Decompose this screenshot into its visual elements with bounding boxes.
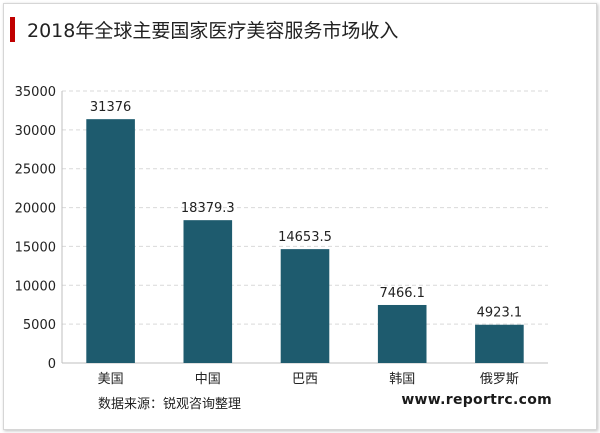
bar-1 [183, 220, 233, 363]
y-tick-label: 25000 [15, 163, 56, 178]
x-tick-label: 中国 [195, 372, 221, 387]
website-url: www.reportrc.com [401, 392, 552, 408]
data-label: 7466.1 [379, 286, 425, 301]
x-tick-label: 巴西 [292, 372, 318, 387]
y-tick-label: 20000 [15, 202, 56, 217]
x-tick-label: 韩国 [389, 372, 415, 387]
data-label: 31376 [90, 100, 131, 115]
data-label: 14653.5 [278, 230, 332, 245]
bar-4 [475, 324, 524, 363]
data-label: 18379.3 [181, 201, 235, 216]
data-label: 4923.1 [477, 306, 523, 321]
y-tick-label: 0 [48, 357, 56, 372]
y-tick-label: 30000 [15, 124, 56, 139]
title-accent-bar [10, 17, 15, 42]
x-tick-label: 俄罗斯 [480, 372, 519, 387]
y-tick-label: 35000 [15, 85, 56, 100]
bar-2 [280, 249, 330, 363]
data-source: 数据来源：锐观咨询整理 [98, 397, 242, 412]
y-tick-label: 10000 [15, 279, 56, 294]
x-tick-label: 美国 [98, 372, 124, 387]
chart-title: 2018年全球主要国家医疗美容服务市场收入 [27, 20, 399, 42]
bar-3 [377, 304, 427, 363]
y-tick-label: 15000 [15, 240, 56, 255]
y-tick-label: 5000 [23, 318, 56, 333]
bar-0 [86, 119, 135, 363]
